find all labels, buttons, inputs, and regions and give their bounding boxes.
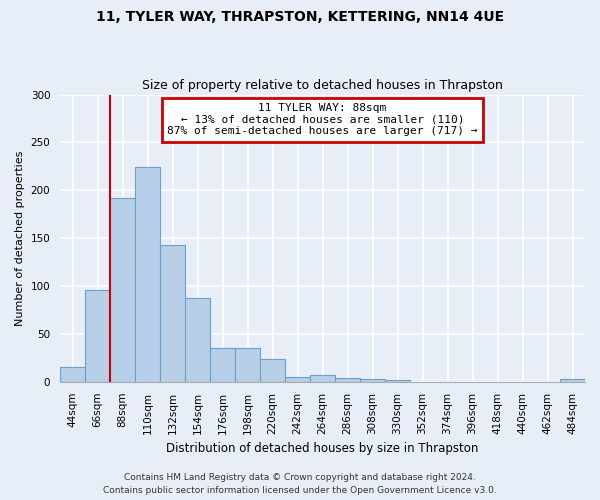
Bar bbox=[385, 380, 410, 382]
Bar bbox=[210, 348, 235, 382]
Bar bbox=[310, 375, 335, 382]
Bar bbox=[60, 368, 85, 382]
Bar bbox=[185, 298, 210, 382]
Bar bbox=[160, 245, 185, 382]
Bar bbox=[360, 379, 385, 382]
Bar bbox=[335, 378, 360, 382]
Text: Contains HM Land Registry data © Crown copyright and database right 2024.
Contai: Contains HM Land Registry data © Crown c… bbox=[103, 474, 497, 495]
Bar bbox=[260, 359, 285, 382]
Bar bbox=[85, 290, 110, 382]
X-axis label: Distribution of detached houses by size in Thrapston: Distribution of detached houses by size … bbox=[166, 442, 479, 455]
Bar bbox=[235, 348, 260, 382]
Bar bbox=[285, 377, 310, 382]
Text: 11 TYLER WAY: 88sqm
← 13% of detached houses are smaller (110)
87% of semi-detac: 11 TYLER WAY: 88sqm ← 13% of detached ho… bbox=[167, 103, 478, 136]
Text: 11, TYLER WAY, THRAPSTON, KETTERING, NN14 4UE: 11, TYLER WAY, THRAPSTON, KETTERING, NN1… bbox=[96, 10, 504, 24]
Title: Size of property relative to detached houses in Thrapston: Size of property relative to detached ho… bbox=[142, 79, 503, 92]
Y-axis label: Number of detached properties: Number of detached properties bbox=[15, 150, 25, 326]
Bar bbox=[560, 379, 585, 382]
Bar bbox=[135, 168, 160, 382]
Bar bbox=[110, 198, 135, 382]
